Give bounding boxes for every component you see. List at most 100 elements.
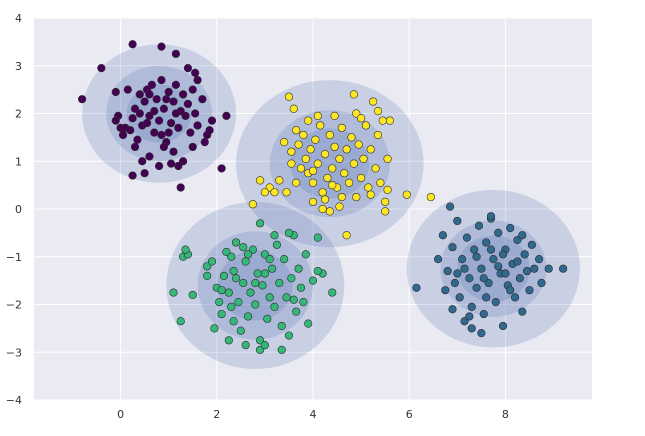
data-point bbox=[200, 138, 209, 147]
data-point bbox=[527, 240, 536, 249]
data-point bbox=[518, 231, 527, 240]
data-point bbox=[325, 130, 334, 140]
data-point bbox=[176, 183, 185, 192]
data-point bbox=[164, 128, 173, 137]
y-tick-label: 0 bbox=[15, 203, 22, 216]
data-point bbox=[441, 286, 450, 295]
data-point bbox=[176, 317, 185, 326]
data-point bbox=[337, 123, 346, 132]
data-point bbox=[154, 161, 164, 171]
data-point bbox=[234, 298, 243, 307]
data-point bbox=[299, 298, 308, 307]
data-point bbox=[97, 64, 106, 73]
data-point bbox=[445, 202, 455, 211]
data-point bbox=[287, 159, 296, 168]
data-point bbox=[207, 116, 217, 125]
data-point bbox=[255, 176, 265, 185]
data-point bbox=[289, 295, 298, 304]
data-point bbox=[320, 149, 330, 159]
data-point bbox=[231, 238, 241, 247]
data-point bbox=[188, 142, 197, 152]
data-point bbox=[320, 195, 330, 204]
data-point bbox=[277, 345, 286, 354]
data-point bbox=[462, 233, 472, 242]
data-point bbox=[402, 190, 411, 199]
data-point bbox=[277, 321, 286, 331]
data-point bbox=[181, 111, 190, 120]
x-tick-label: 6 bbox=[406, 408, 413, 421]
data-point bbox=[470, 245, 479, 254]
data-point bbox=[147, 80, 156, 89]
data-point bbox=[162, 95, 171, 104]
data-point bbox=[205, 126, 214, 135]
data-point bbox=[354, 140, 363, 149]
data-point bbox=[328, 288, 337, 297]
data-point bbox=[325, 207, 334, 216]
data-point bbox=[306, 145, 315, 154]
data-point bbox=[282, 188, 291, 197]
data-point bbox=[135, 109, 144, 118]
y-tick-label: 1 bbox=[15, 155, 22, 168]
data-point bbox=[296, 283, 306, 292]
data-point bbox=[217, 164, 226, 173]
data-point bbox=[138, 157, 147, 166]
data-point bbox=[313, 159, 322, 168]
data-point bbox=[373, 107, 383, 116]
data-point bbox=[140, 97, 149, 106]
data-point bbox=[453, 216, 462, 226]
grid-lines bbox=[34, 17, 592, 401]
data-point bbox=[210, 324, 219, 333]
data-point bbox=[450, 278, 460, 288]
data-point bbox=[501, 269, 510, 278]
data-point bbox=[118, 130, 128, 140]
data-point bbox=[186, 128, 195, 137]
y-tick-label: 3 bbox=[15, 60, 22, 73]
data-point bbox=[159, 142, 168, 152]
data-point bbox=[378, 116, 387, 125]
data-point bbox=[301, 154, 310, 163]
data-point bbox=[191, 68, 200, 78]
data-point bbox=[258, 281, 267, 290]
data-point bbox=[448, 243, 457, 252]
data-point bbox=[174, 123, 183, 132]
data-point bbox=[534, 255, 544, 264]
data-point bbox=[506, 286, 515, 295]
data-point bbox=[169, 97, 178, 106]
data-point bbox=[477, 264, 486, 273]
data-point bbox=[280, 255, 289, 264]
data-point bbox=[128, 114, 137, 123]
data-point bbox=[316, 121, 325, 130]
data-point bbox=[251, 300, 260, 309]
y-tick-label: −1 bbox=[6, 251, 22, 264]
data-point bbox=[265, 293, 274, 302]
data-point bbox=[347, 133, 356, 142]
data-point bbox=[426, 192, 435, 202]
data-point bbox=[282, 293, 291, 302]
data-point bbox=[270, 302, 279, 311]
y-tick-label: −2 bbox=[6, 299, 22, 312]
data-point bbox=[453, 269, 462, 278]
data-point bbox=[342, 145, 351, 154]
data-point bbox=[133, 135, 142, 144]
data-point bbox=[544, 264, 553, 273]
data-point bbox=[465, 312, 474, 321]
data-point bbox=[361, 121, 371, 130]
data-point bbox=[207, 257, 217, 266]
data-point bbox=[494, 228, 503, 237]
data-point bbox=[340, 169, 349, 178]
data-point bbox=[530, 264, 539, 273]
data-point bbox=[126, 126, 135, 135]
data-point bbox=[364, 183, 373, 192]
data-point bbox=[270, 231, 279, 240]
data-point bbox=[239, 243, 248, 252]
data-point bbox=[522, 266, 532, 276]
data-point bbox=[142, 118, 152, 128]
data-point bbox=[489, 255, 498, 264]
data-point bbox=[224, 336, 233, 345]
data-point bbox=[260, 340, 269, 350]
data-point bbox=[111, 116, 120, 125]
data-point bbox=[243, 312, 253, 321]
data-point bbox=[482, 238, 491, 247]
data-point bbox=[472, 252, 481, 261]
